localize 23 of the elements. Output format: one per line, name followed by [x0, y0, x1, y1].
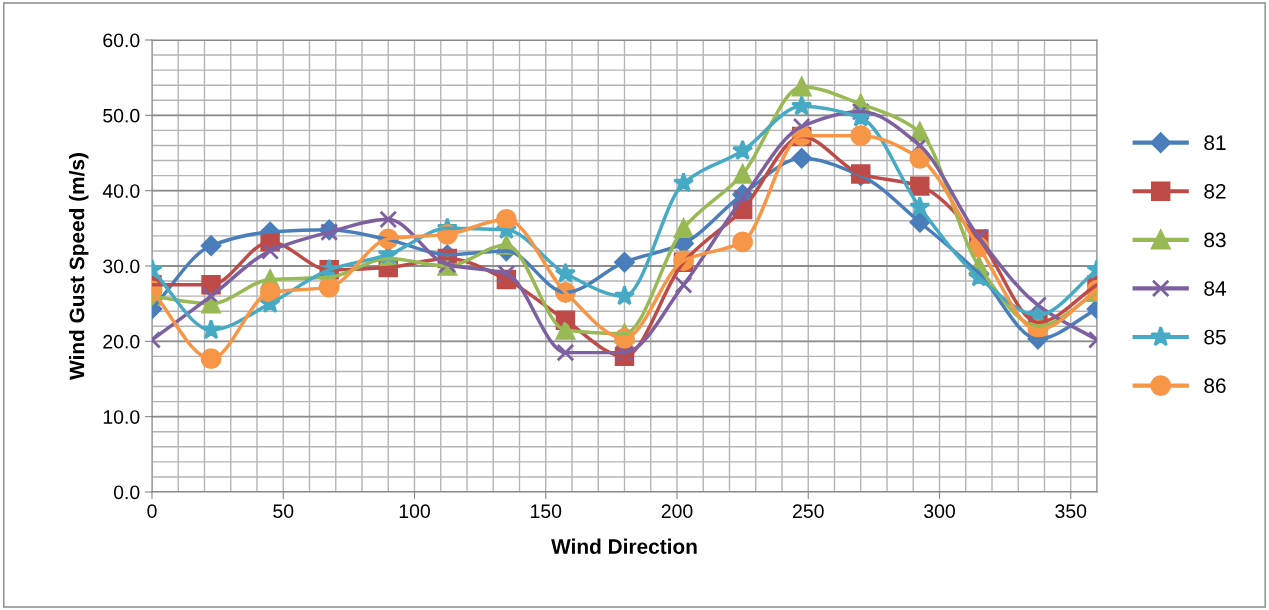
x-tick-label: 100: [399, 504, 430, 519]
y-tick-label: 0.0: [113, 485, 140, 500]
y-tick-label: 50.0: [103, 108, 140, 123]
y-tick-label: 40.0: [102, 184, 140, 198]
x-axis-title: Wind Direction: [551, 538, 697, 554]
y-axis-title: Wind Gust Speed (m/s): [69, 153, 89, 380]
legend-label: 84: [1204, 281, 1226, 296]
y-tick-label: 20.0: [103, 334, 140, 349]
y-tick-label: 60.0: [103, 33, 140, 48]
y-tick-label: 30.0: [103, 259, 140, 274]
y-tick-label: 10.0: [103, 410, 140, 424]
x-tick-label: 200: [661, 504, 693, 519]
x-tick-label: 300: [924, 504, 955, 519]
x-tick-label: 250: [793, 504, 824, 519]
x-tick-label: 0: [147, 504, 157, 519]
legend-label: 82: [1204, 183, 1226, 199]
legend-label: 83: [1204, 232, 1226, 248]
legend-label: 81: [1204, 135, 1226, 151]
legend-label: 85: [1204, 329, 1226, 345]
x-tick-label: 50: [273, 504, 294, 519]
x-tick-label: 150: [531, 504, 562, 519]
x-tick-label: 350: [1055, 504, 1087, 519]
legend-label: 86: [1204, 378, 1226, 394]
